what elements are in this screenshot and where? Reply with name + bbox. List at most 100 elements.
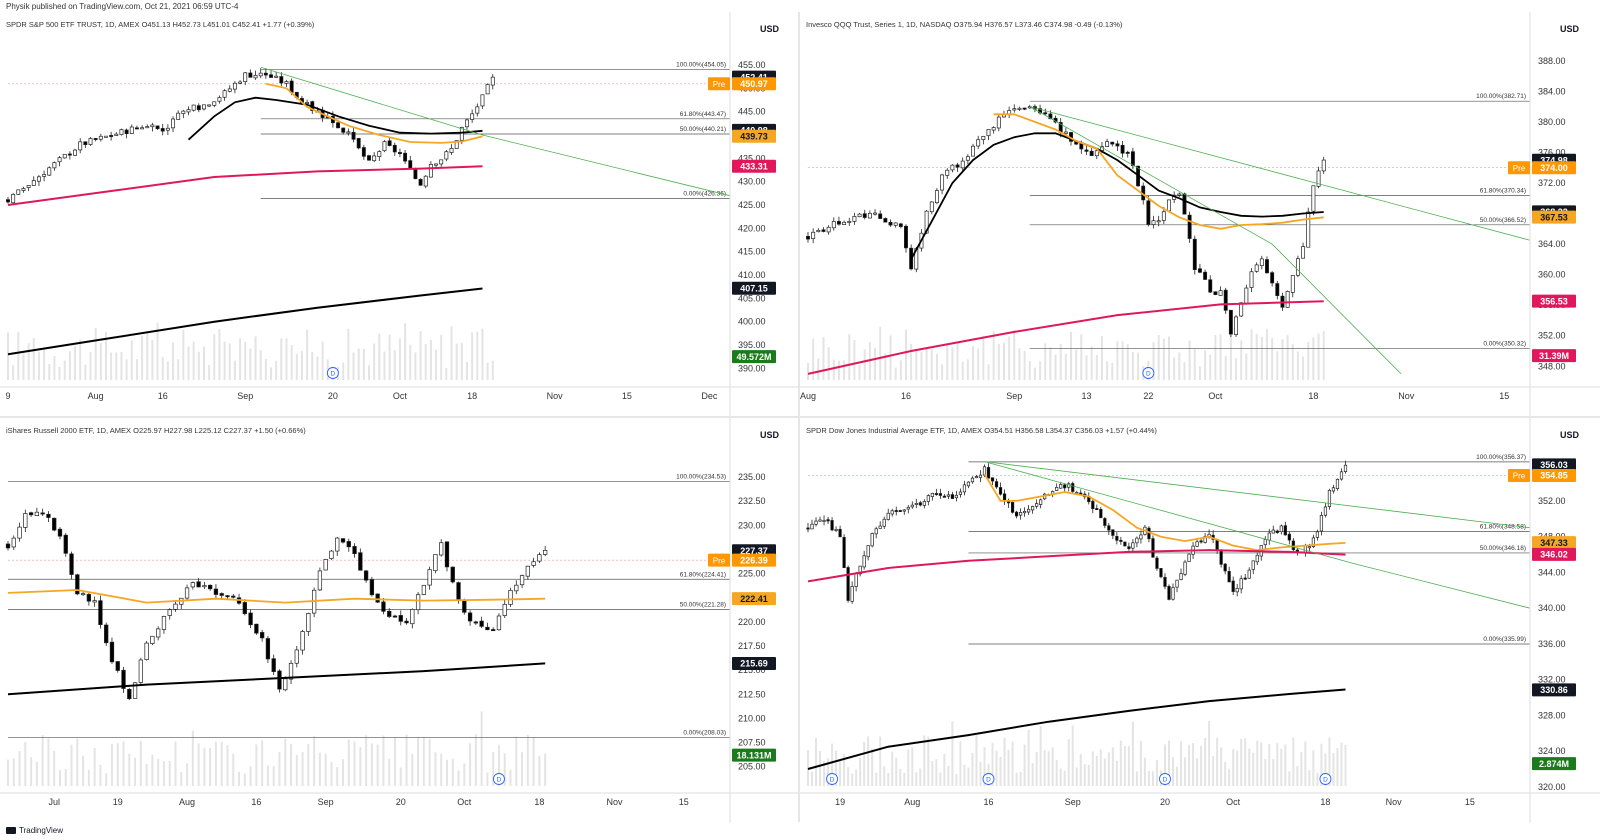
candle-down (491, 629, 496, 632)
candle-down (1119, 539, 1123, 542)
volume-bar (368, 365, 370, 380)
candle-up (1249, 271, 1254, 288)
volume-bar (1219, 334, 1222, 380)
volume-bar (1212, 756, 1215, 786)
volume-bar (141, 335, 144, 380)
volume-bar (532, 737, 535, 786)
volume-bar (37, 352, 40, 380)
volume-bar (270, 367, 273, 380)
volume-bar (491, 360, 494, 380)
candle-up (811, 231, 816, 240)
price-tick: 230.00 (738, 520, 766, 530)
candle-up (826, 226, 831, 233)
volume-bar (1059, 768, 1062, 786)
candle-up (1179, 573, 1183, 581)
candle-down (1125, 151, 1130, 154)
volume-bar (99, 342, 102, 380)
candle-down (830, 520, 834, 531)
candle-up (1183, 561, 1187, 575)
pre-tag-bg (1508, 468, 1530, 482)
volume-bar (891, 751, 894, 786)
volume-bar (1039, 361, 1042, 380)
chart-svg[interactable]: 100.00%(382.71) 61.80%(370.34) 50.00%(366.… (800, 12, 1600, 417)
price-badge-ema: 439.73 (732, 129, 776, 143)
volume-bar (1018, 348, 1021, 380)
chart-panel-spy[interactable]: SPDR S&P 500 ETF TRUST, 1D, AMEX O451.13… (0, 12, 800, 417)
candle-down (86, 594, 92, 602)
candle-down (367, 155, 371, 161)
time-tick: 19 (835, 797, 845, 807)
volume-bar (1229, 335, 1232, 380)
volume-bar (867, 736, 870, 786)
candle-down (418, 178, 423, 186)
candle-down (1071, 483, 1075, 492)
badge-bg (732, 77, 776, 91)
volume-bar (1126, 344, 1129, 380)
candle-down (213, 588, 219, 595)
candle-down (806, 235, 810, 240)
candle-down (1151, 538, 1155, 558)
volume-bar (526, 734, 529, 786)
chart-panel-iwm[interactable]: iShares Russell 2000 ETF, 1D, AMEX O225.… (0, 418, 800, 823)
time-tick: Dec (701, 391, 718, 401)
candle-down (1110, 141, 1115, 145)
volume-bar (1200, 745, 1203, 786)
price-tick: 390.00 (738, 363, 766, 373)
currency-label: USD (760, 430, 780, 440)
volume-bar (53, 355, 56, 380)
candle-down (1287, 533, 1291, 541)
volume-bar (450, 326, 453, 380)
volume-bar (1007, 749, 1010, 786)
chart-svg[interactable]: 100.00%(356.37) 61.80%(348.58) 50.00%(346.… (800, 418, 1600, 823)
badge-text: 227.37 (740, 546, 768, 556)
candle-up (57, 157, 62, 163)
candle-down (75, 574, 80, 595)
candle-up (227, 88, 232, 92)
volume-bar (827, 758, 830, 786)
volume-bar (151, 754, 154, 786)
volume-bar (1236, 750, 1239, 786)
price-tick: 360.00 (1538, 270, 1566, 280)
volume-bar (82, 755, 85, 786)
volume-bar (48, 363, 51, 380)
chart-panel-qqq[interactable]: Invesco QQQ Trust, Series 1, 1D, NASDAQ … (800, 12, 1600, 417)
volume-bar (1116, 341, 1119, 380)
volume-bar (1268, 743, 1271, 786)
volume-bar (290, 743, 293, 786)
candle-down (1146, 200, 1151, 225)
volume-bar (17, 331, 20, 380)
candle-down (1130, 151, 1135, 166)
candle-up (47, 167, 52, 176)
candle-down (998, 487, 1003, 495)
candle-up (346, 131, 351, 134)
candle-up (508, 590, 513, 605)
candle-up (970, 477, 975, 483)
candle-up (1290, 275, 1295, 293)
dividend-icon: D (1319, 773, 1332, 785)
volume-bar (848, 334, 851, 380)
volume-bar (1168, 336, 1170, 380)
chart-panel-dia[interactable]: SPDR Dow Jones Industrial Average ETF, 1… (800, 418, 1600, 823)
volume-bar (35, 761, 38, 786)
candle-down (5, 543, 11, 549)
candle-down (263, 72, 268, 76)
candle-down (265, 638, 271, 660)
badge-text: 49.572M (736, 352, 771, 362)
chart-svg[interactable]: 100.00%(454.05) 61.80%(443.47) 50.00%(440.… (0, 12, 800, 417)
candle-up (858, 565, 862, 575)
candle-down (387, 610, 392, 617)
volume-bar (70, 744, 73, 786)
volume-bar (911, 747, 914, 786)
volume-bar (979, 761, 982, 786)
volume-bar (445, 759, 448, 786)
ema20-line (983, 473, 1346, 552)
candle-up (974, 476, 979, 479)
footer: TradingView (6, 826, 63, 835)
candle-up (1239, 578, 1243, 590)
candle-up (42, 174, 47, 177)
candle-up (1339, 471, 1344, 480)
badge-text: 330.86 (1540, 685, 1568, 695)
chart-svg[interactable]: 100.00%(234.53) 61.80%(224.41) 50.00%(221.… (0, 418, 800, 823)
volume-bar (835, 750, 838, 786)
candle-down (69, 553, 74, 575)
